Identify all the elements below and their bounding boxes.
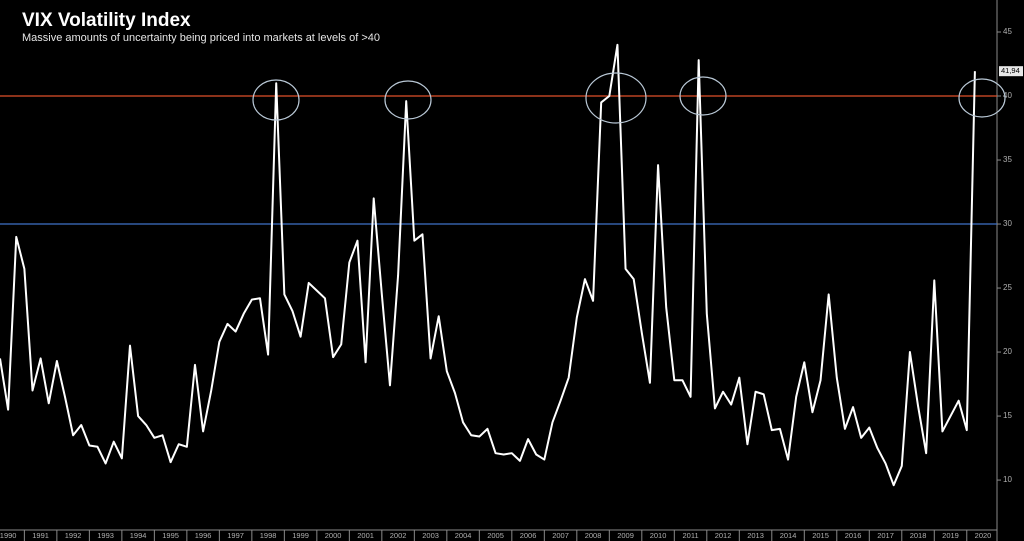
x-tick-label: 2009 [617, 531, 634, 540]
x-tick-label: 2011 [682, 531, 698, 540]
y-tick-label: 45 [1003, 27, 1012, 36]
x-tick-label: 2019 [942, 531, 959, 540]
x-tick-label: 1998 [260, 531, 277, 540]
y-tick-label: 20 [1003, 347, 1012, 356]
x-tick-label: 2007 [552, 531, 569, 540]
x-tick-label: 2012 [715, 531, 732, 540]
x-tick-label: 1997 [227, 531, 244, 540]
x-tick-label: 1992 [65, 531, 82, 540]
highlight-circles [252, 72, 1006, 124]
x-tick-label: 2017 [877, 531, 894, 540]
last-value-label: 41,94 [1001, 66, 1020, 75]
x-tick-label: 2002 [390, 531, 407, 540]
x-tick-label: 2016 [845, 531, 862, 540]
x-tick-label: 2001 [357, 531, 374, 540]
x-tick-label: 1990 [0, 531, 16, 540]
x-tick-label: 2000 [325, 531, 342, 540]
x-tick-label: 2005 [487, 531, 504, 540]
last-value-box [999, 66, 1023, 77]
x-tick-label: 1996 [195, 531, 212, 540]
y-tick-label: 25 [1003, 283, 1012, 292]
highlight-circle [679, 76, 727, 116]
y-tick-label: 10 [1003, 475, 1012, 484]
chart-title: VIX Volatility Index [22, 10, 191, 31]
y-tick-label: 30 [1003, 219, 1012, 228]
highlight-circle [958, 78, 1006, 118]
x-tick-label: 2006 [520, 531, 537, 540]
x-tick-label: 2018 [910, 531, 927, 540]
line [0, 43, 976, 487]
y-tick-label: 15 [1003, 411, 1012, 420]
y-tick-label: 40 [1003, 91, 1012, 100]
x-tick-label: 1999 [292, 531, 309, 540]
x-tick-label: 2013 [747, 531, 764, 540]
x-tick-label: 2008 [585, 531, 602, 540]
x-tick-label: 1991 [32, 531, 49, 540]
x-tick-label: 2010 [650, 531, 667, 540]
x-tick-label: 2004 [455, 531, 472, 540]
x-tick-label: 2014 [780, 531, 797, 540]
x-tick-label: 1994 [130, 531, 147, 540]
x-tick-label: 2020 [975, 531, 992, 540]
highlight-circle [384, 80, 432, 120]
x-tick-label: 1993 [97, 531, 114, 540]
x-tick-label: 2015 [812, 531, 829, 540]
highlight-circle [585, 72, 647, 124]
highlight-circle [252, 79, 300, 121]
x-tick-label: 1995 [162, 531, 179, 540]
y-tick-label: 35 [1003, 155, 1012, 164]
x-tick-label: 2003 [422, 531, 439, 540]
chart-subtitle: Massive amounts of uncertainty being pri… [22, 32, 380, 44]
